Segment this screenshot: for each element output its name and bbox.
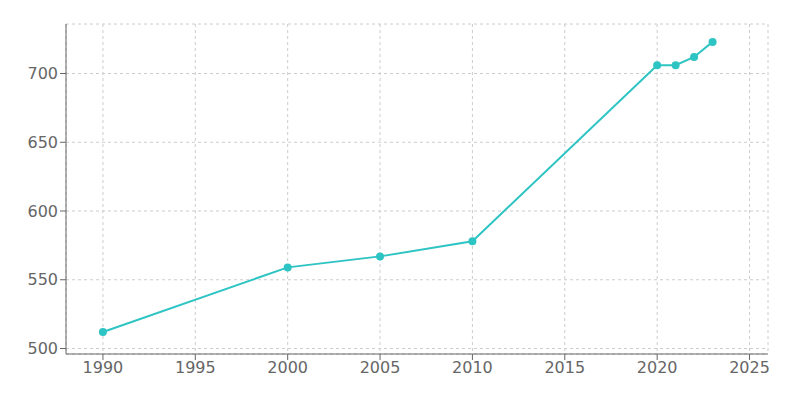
svg-text:500: 500	[27, 339, 58, 358]
svg-text:2000: 2000	[267, 358, 308, 377]
svg-text:650: 650	[27, 133, 58, 152]
svg-text:2005: 2005	[360, 358, 401, 377]
svg-text:2010: 2010	[452, 358, 493, 377]
svg-text:1990: 1990	[83, 358, 124, 377]
svg-text:700: 700	[27, 64, 58, 83]
svg-text:2015: 2015	[544, 358, 585, 377]
svg-text:600: 600	[27, 202, 58, 221]
svg-text:550: 550	[27, 270, 58, 289]
svg-text:2020: 2020	[637, 358, 678, 377]
svg-text:1995: 1995	[175, 358, 216, 377]
svg-text:2025: 2025	[729, 358, 770, 377]
